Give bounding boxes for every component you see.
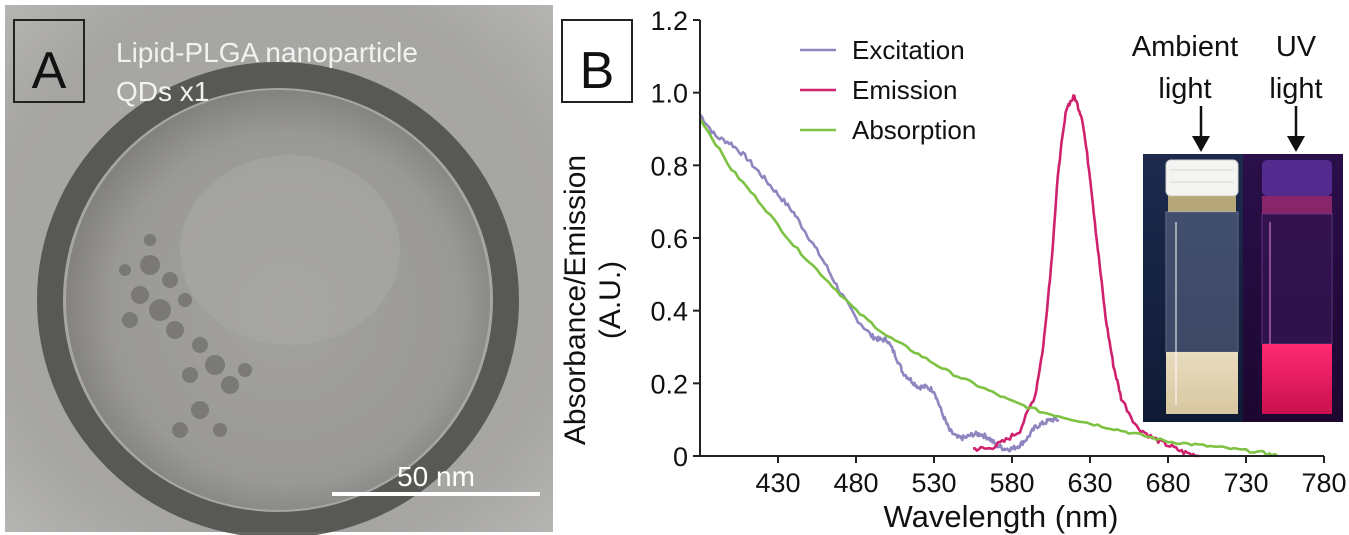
panel-a-letter-box <box>13 19 85 103</box>
x-tick-label: 530 <box>911 468 956 498</box>
uv-vial-photo <box>1243 154 1343 422</box>
y-tick-label: 1.0 <box>650 79 688 109</box>
series-layer <box>698 94 1279 458</box>
legend-label: Emission <box>852 75 957 105</box>
y-axis-title-line1: Absorbance/Emission <box>559 155 592 445</box>
series-line-absorption <box>698 117 1279 457</box>
vial-liquid <box>1262 344 1332 414</box>
panel-a-letter: A <box>32 42 67 100</box>
panel-a: A Lipid-PLGA nanoparticle QDs x1 50 nm <box>5 5 553 535</box>
y-tick-label: 0.8 <box>650 151 688 181</box>
series-line-emission <box>973 94 1200 458</box>
x-tick-label: 580 <box>989 468 1034 498</box>
scale-bar-label: 50 nm <box>397 461 475 492</box>
y-axis-ticks: 0 0.2 0.4 0.6 0.8 1.0 1.2 <box>650 6 700 472</box>
series-line-excitation <box>699 113 1060 453</box>
y-tick-label: 0 <box>673 442 688 472</box>
x-axis-title: Wavelength (nm) <box>884 499 1119 534</box>
down-arrow-icon <box>1287 106 1305 152</box>
legend-label: Excitation <box>852 35 965 65</box>
uv-label-line2: light <box>1269 73 1322 105</box>
x-tick-label: 730 <box>1223 468 1268 498</box>
panel-a-title-line1: Lipid-PLGA nanoparticle <box>116 37 418 68</box>
y-tick-label: 0.6 <box>650 224 688 254</box>
y-tick-label: 0.2 <box>650 369 688 399</box>
vial-cap <box>1165 159 1239 197</box>
vial-cap <box>1262 160 1332 196</box>
chart-legend: Excitation Emission Absorption <box>800 35 976 145</box>
nanoparticle-shell <box>37 62 519 535</box>
ambient-label-line2: light <box>1158 73 1211 105</box>
panel-a-title-line2: QDs x1 <box>116 76 209 107</box>
vial-liquid <box>1166 352 1238 414</box>
x-tick-label: 630 <box>1067 468 1112 498</box>
panel-b-letter-box <box>561 19 633 103</box>
core-light-region <box>180 155 400 345</box>
ambient-label-line1: Ambient <box>1132 31 1238 63</box>
vial-inset: Ambient light UV light <box>1132 31 1343 422</box>
y-tick-label: 0.4 <box>650 297 688 327</box>
x-tick-label: 780 <box>1301 468 1346 498</box>
down-arrow-icon <box>1192 106 1210 152</box>
x-tick-label: 680 <box>1145 468 1190 498</box>
y-tick-label: 1.2 <box>650 6 688 36</box>
panel-b: B Absorbance/Emission (A.U.) 00.20.40.60… <box>559 6 1347 534</box>
legend-label: Absorption <box>852 115 976 145</box>
ambient-vial-photo <box>1143 154 1243 422</box>
x-tick-label: 480 <box>833 468 878 498</box>
uv-label-line1: UV <box>1276 31 1317 63</box>
panel-b-letter: B <box>580 42 615 100</box>
qd-clusters <box>119 234 252 438</box>
x-tick-label: 430 <box>755 468 800 498</box>
x-axis-ticks: 430 480 530 580 630 680 730 780 <box>755 456 1347 498</box>
y-axis-title-line2: (A.U.) <box>594 261 627 339</box>
